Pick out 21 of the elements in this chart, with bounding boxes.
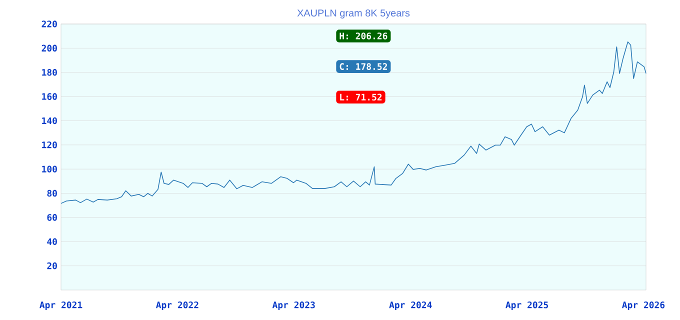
y-tick-label: 160: [42, 93, 57, 100]
y-tick-label: 200: [42, 44, 57, 52]
y-tick-label: 80: [47, 190, 57, 197]
annotation: C: 178.52: [340, 63, 387, 70]
x-tick-label: Apr 2023: [272, 302, 315, 310]
y-tick-label: 180: [42, 68, 57, 76]
x-tick-label: Apr 2022: [156, 302, 198, 310]
annotation: H: 206.26: [340, 32, 388, 40]
y-tick-label: 120: [42, 142, 57, 148]
x-tick-label: Apr 2025: [506, 302, 548, 310]
y-tick-label: 140: [42, 117, 57, 124]
x-tick-label: Apr 2021: [40, 302, 82, 310]
y-tick-label: 100: [42, 166, 57, 172]
x-tick-label: Apr 2024: [389, 302, 432, 310]
x-tick-label: Apr 2026: [622, 302, 665, 310]
chart-title: XAUPLN gram 8K 5years: [297, 9, 410, 18]
y-tick-label: 40: [47, 238, 57, 246]
y-tick-label: 60: [47, 214, 57, 221]
y-tick-label: 220: [42, 20, 57, 28]
annotation: L: 71.52: [340, 94, 382, 101]
y-tick-label: 20: [47, 262, 57, 270]
